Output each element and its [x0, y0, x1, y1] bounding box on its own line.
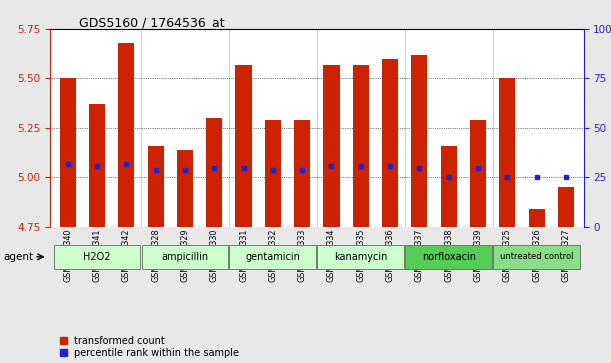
- FancyBboxPatch shape: [317, 245, 404, 269]
- Bar: [529, 209, 544, 227]
- Bar: [411, 55, 428, 227]
- Bar: [265, 120, 281, 227]
- Text: untreated control: untreated control: [500, 252, 573, 261]
- Bar: [382, 59, 398, 227]
- Text: ampicillin: ampicillin: [161, 252, 208, 262]
- Text: norfloxacin: norfloxacin: [422, 252, 476, 262]
- FancyBboxPatch shape: [493, 245, 580, 269]
- FancyBboxPatch shape: [142, 245, 229, 269]
- Bar: [558, 187, 574, 227]
- Text: agent: agent: [3, 252, 33, 262]
- Bar: [294, 120, 310, 227]
- Text: kanamycin: kanamycin: [334, 252, 387, 262]
- Bar: [323, 65, 340, 227]
- Text: GDS5160 / 1764536_at: GDS5160 / 1764536_at: [79, 16, 225, 29]
- Text: gentamicin: gentamicin: [246, 252, 300, 262]
- FancyBboxPatch shape: [54, 245, 141, 269]
- Bar: [353, 65, 369, 227]
- Bar: [119, 43, 134, 227]
- Bar: [499, 78, 515, 227]
- FancyBboxPatch shape: [230, 245, 316, 269]
- Bar: [235, 65, 252, 227]
- FancyBboxPatch shape: [405, 245, 492, 269]
- Bar: [89, 104, 105, 227]
- Bar: [470, 120, 486, 227]
- Bar: [60, 78, 76, 227]
- Bar: [441, 146, 457, 227]
- Bar: [147, 146, 164, 227]
- Legend: transformed count, percentile rank within the sample: transformed count, percentile rank withi…: [60, 336, 240, 358]
- Bar: [206, 118, 222, 227]
- Bar: [177, 150, 193, 227]
- Text: H2O2: H2O2: [83, 252, 111, 262]
